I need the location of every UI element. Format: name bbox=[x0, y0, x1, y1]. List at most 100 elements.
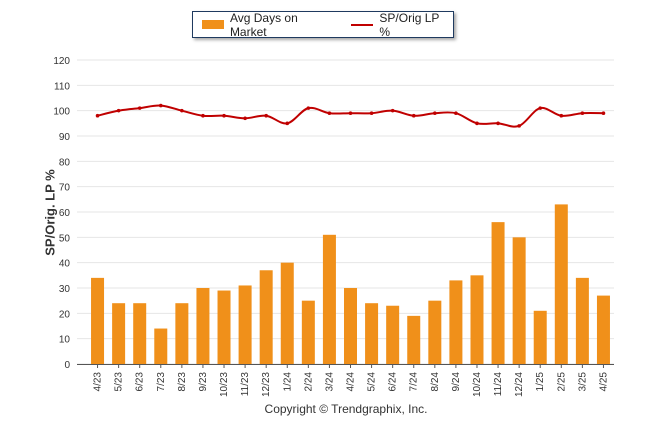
legend-bar-swatch bbox=[202, 20, 224, 29]
legend-line-swatch bbox=[351, 23, 374, 26]
legend: Avg Days on Market SP/Orig LP % bbox=[192, 10, 454, 39]
line-point bbox=[95, 113, 100, 118]
bar bbox=[175, 303, 189, 364]
x-tick-label: 9/23 bbox=[198, 372, 209, 392]
x-tick-label: 5/23 bbox=[114, 372, 125, 392]
legend-label-days: Avg Days on Market bbox=[229, 10, 298, 39]
x-tick-label: 3/25 bbox=[577, 372, 588, 392]
copyright-footer: Copyright © Trendgraphix, Inc. bbox=[264, 402, 428, 416]
y-tick-label: 0 bbox=[64, 360, 70, 371]
y-tick-label: 10 bbox=[59, 335, 71, 346]
x-tick-label: 8/24 bbox=[430, 372, 441, 392]
bar bbox=[470, 275, 484, 364]
x-axis-ticks: 4/23 5/23 6/23 7/23 8/23 9/23 10/23 11/23 12/23 1… bbox=[93, 364, 609, 397]
bar bbox=[596, 295, 610, 364]
y-tick-label: 30 bbox=[59, 284, 71, 295]
bar bbox=[533, 310, 547, 364]
line-point bbox=[538, 106, 543, 110]
x-tick-label: 10/24 bbox=[472, 372, 483, 397]
x-tick-label: 11/23 bbox=[240, 372, 251, 397]
x-tick-label: 4/24 bbox=[346, 372, 357, 392]
grid-lines bbox=[77, 59, 614, 365]
y-tick-label: 40 bbox=[59, 259, 71, 270]
x-tick-label: 11/24 bbox=[493, 372, 504, 397]
line-point bbox=[517, 124, 521, 128]
x-tick-label: 7/24 bbox=[409, 372, 420, 392]
line-point bbox=[475, 121, 479, 126]
line-point bbox=[222, 113, 226, 118]
bar bbox=[365, 303, 379, 364]
y-tick-label: 20 bbox=[59, 309, 71, 320]
line-point bbox=[454, 111, 458, 115]
line-point bbox=[306, 106, 311, 110]
y-tick-label: 110 bbox=[54, 81, 70, 92]
line-point bbox=[158, 103, 163, 108]
line-point bbox=[601, 111, 606, 115]
bar bbox=[428, 300, 442, 364]
bar bbox=[322, 234, 336, 364]
x-tick-label: 6/24 bbox=[388, 372, 399, 392]
line-point bbox=[243, 116, 247, 121]
bar bbox=[154, 328, 168, 364]
x-tick-label: 3/24 bbox=[324, 372, 335, 392]
bar bbox=[133, 303, 147, 364]
line-point bbox=[390, 108, 395, 113]
bar bbox=[217, 290, 231, 364]
x-tick-label: 8/23 bbox=[177, 372, 188, 392]
bar bbox=[196, 288, 210, 364]
bar bbox=[344, 288, 357, 364]
y-tick-label: 100 bbox=[53, 107, 70, 118]
line-point bbox=[201, 113, 205, 118]
bar bbox=[301, 300, 315, 364]
line-series bbox=[95, 103, 606, 128]
line-point bbox=[496, 121, 500, 126]
bar bbox=[407, 315, 421, 364]
line-point bbox=[559, 113, 564, 118]
y-tick-label: 90 bbox=[59, 132, 71, 143]
line-point bbox=[116, 108, 121, 113]
y-tick-label: 60 bbox=[59, 208, 71, 219]
bar bbox=[491, 222, 505, 364]
line-point bbox=[137, 106, 142, 110]
line-point bbox=[327, 111, 332, 115]
y-tick-label: 80 bbox=[59, 157, 71, 168]
x-tick-label: 12/24 bbox=[514, 372, 525, 397]
y-tick-label: 70 bbox=[59, 183, 71, 194]
x-tick-label: 12/23 bbox=[261, 372, 272, 397]
x-tick-label: 5/24 bbox=[367, 372, 378, 392]
bar bbox=[512, 237, 526, 364]
line-point bbox=[180, 108, 184, 113]
line-point bbox=[264, 113, 268, 118]
line-point bbox=[285, 121, 290, 126]
line-point bbox=[580, 111, 585, 115]
line-path bbox=[97, 104, 604, 128]
bar bbox=[259, 270, 273, 364]
x-tick-label: 2/24 bbox=[303, 372, 314, 392]
bar bbox=[449, 280, 463, 364]
bar bbox=[91, 277, 105, 364]
bar bbox=[575, 277, 589, 364]
x-tick-label: 10/23 bbox=[219, 372, 230, 397]
line-point bbox=[433, 111, 437, 115]
x-tick-label: 7/23 bbox=[156, 372, 167, 392]
x-tick-label: 1/24 bbox=[282, 372, 293, 392]
line-point bbox=[411, 113, 416, 118]
x-tick-label: 4/23 bbox=[93, 372, 104, 392]
x-tick-label: 9/24 bbox=[451, 372, 462, 392]
y-axis-ticks: 0 10 20 30 40 50 60 70 80 90 100 110 120 bbox=[53, 56, 70, 371]
bar-series bbox=[91, 204, 610, 364]
bar bbox=[238, 285, 252, 364]
bar bbox=[112, 303, 126, 364]
line-point bbox=[369, 111, 374, 115]
x-tick-label: 6/23 bbox=[135, 372, 146, 392]
y-tick-label: 120 bbox=[53, 56, 70, 67]
x-tick-label: 4/25 bbox=[598, 372, 609, 392]
legend-label-sp: SP/Orig LP % bbox=[379, 10, 440, 39]
y-tick-label: 50 bbox=[59, 233, 71, 244]
x-tick-label: 2/25 bbox=[556, 372, 567, 392]
bar bbox=[386, 305, 400, 364]
bar bbox=[280, 262, 294, 364]
x-tick-label: 1/25 bbox=[535, 372, 546, 392]
bar bbox=[554, 204, 568, 364]
